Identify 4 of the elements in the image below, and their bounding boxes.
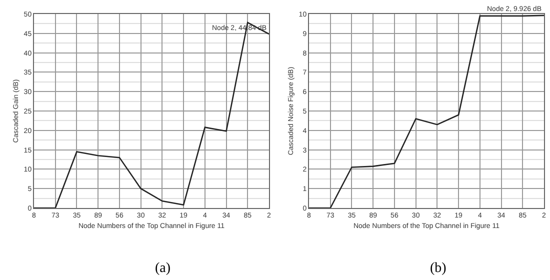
line-series: [309, 14, 544, 208]
line-series: [34, 22, 269, 208]
text: (a): [155, 261, 171, 276]
text: (b): [430, 261, 447, 276]
